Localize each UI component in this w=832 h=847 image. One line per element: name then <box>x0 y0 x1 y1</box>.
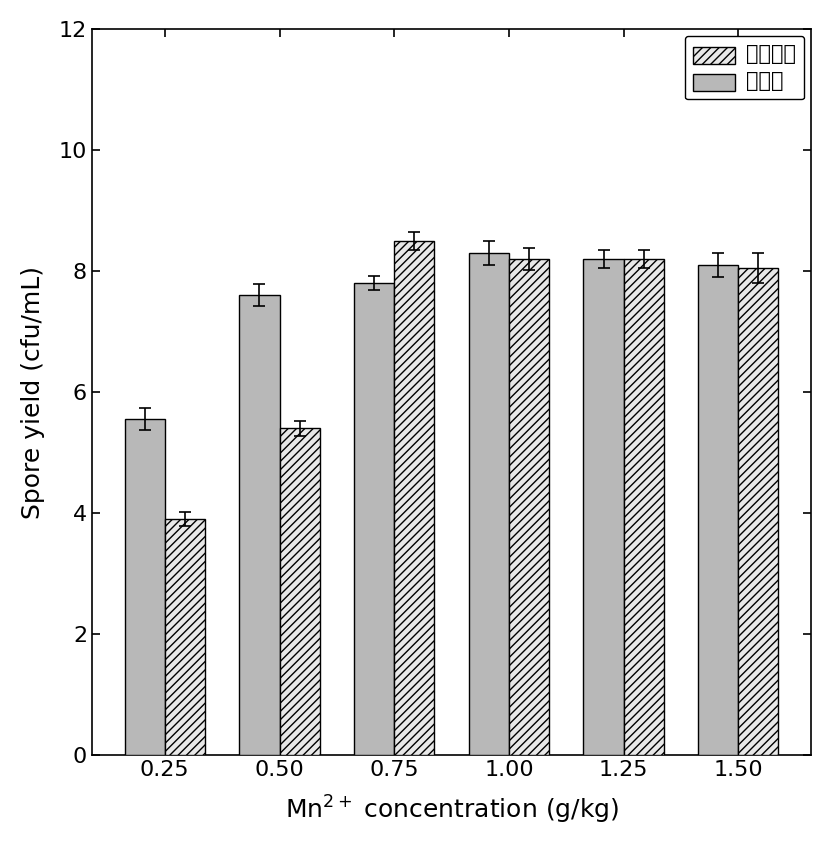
Bar <box>280 429 319 756</box>
Legend: 固态曲种, 种子液: 固态曲种, 种子液 <box>685 36 805 99</box>
Bar <box>509 259 549 756</box>
Bar <box>125 419 165 756</box>
Bar <box>468 252 509 756</box>
Bar <box>698 265 738 756</box>
Bar <box>624 259 664 756</box>
Bar <box>165 519 205 756</box>
Bar <box>394 241 434 756</box>
X-axis label: Mn$^{2+}$ concentration (g/kg): Mn$^{2+}$ concentration (g/kg) <box>285 794 618 826</box>
Bar <box>240 295 280 756</box>
Bar <box>354 283 394 756</box>
Bar <box>738 268 779 756</box>
Y-axis label: Spore yield (cfu/mL): Spore yield (cfu/mL) <box>21 265 45 518</box>
Bar <box>583 259 624 756</box>
